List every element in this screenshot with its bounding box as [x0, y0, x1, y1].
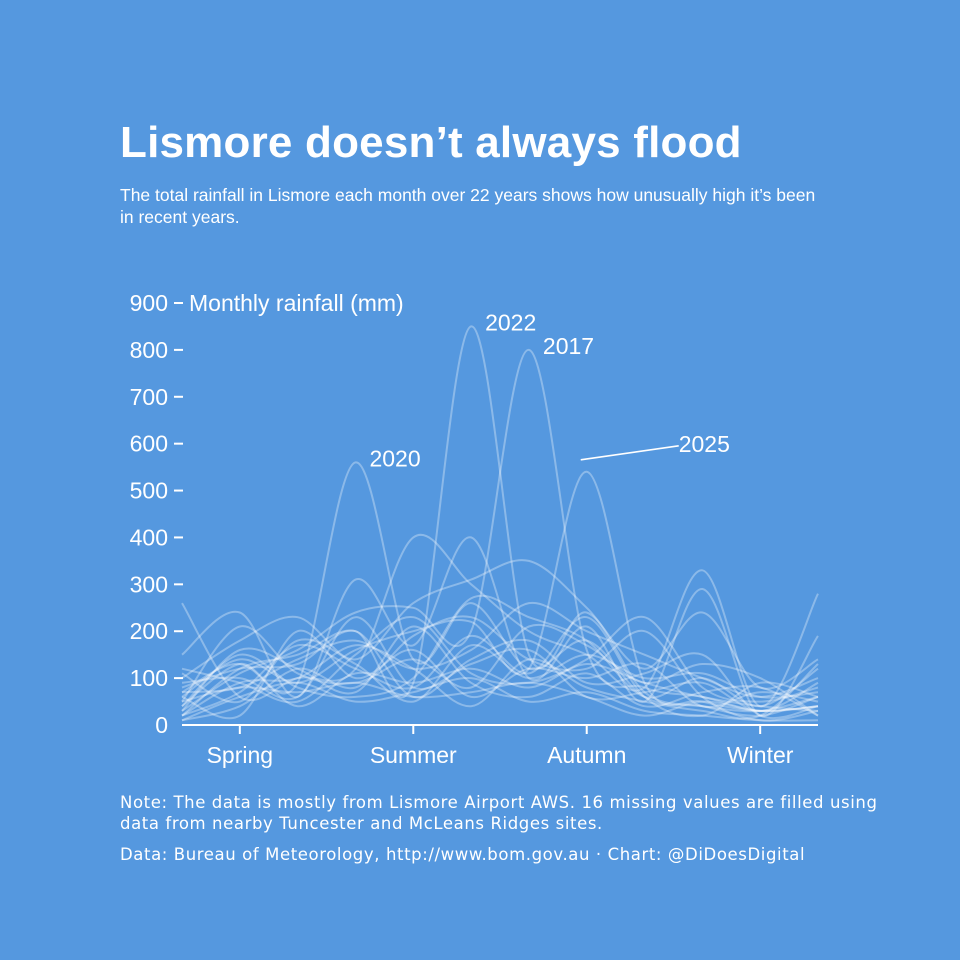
axes: 0 100 200 300 400 500 600 700 800 900 Monthly rain… — [130, 290, 818, 768]
chart-title: Lismore doesn’t always flood — [120, 118, 742, 167]
series-line-year-18 — [181, 638, 819, 704]
series-line-year-17 — [181, 625, 819, 717]
chart-subtitle: The total rainfall in Lismore each month… — [120, 185, 816, 227]
series-line-year-14 — [181, 594, 819, 708]
series-line-year-16 — [181, 616, 819, 712]
source-credit: Data: Bureau of Meteorology, http://www.… — [120, 845, 806, 864]
y-tick-label: 900 — [130, 290, 168, 316]
x-tick-label: Summer — [370, 742, 457, 768]
annotation-label-2025: 2025 — [679, 431, 730, 457]
annotation-label-2017: 2017 — [543, 333, 594, 359]
annotation-label-2020: 2020 — [369, 445, 420, 471]
footnote: Note: The data is mostly from Lismore Ai… — [120, 793, 878, 833]
series-line-2020 — [181, 461, 819, 713]
x-tick-label: Autumn — [547, 742, 626, 768]
series-line-year-22 — [181, 681, 819, 717]
series-line-2022 — [181, 325, 819, 717]
y-tick-label: 300 — [130, 571, 168, 597]
series-line-2025 — [181, 470, 819, 712]
annotation-label-2022: 2022 — [485, 309, 536, 335]
y-tick-label: 800 — [130, 337, 168, 363]
series-line-year-10 — [181, 623, 819, 717]
x-tick-label: Spring — [207, 742, 273, 768]
y-tick-label: 600 — [130, 431, 168, 457]
y-tick-label: 500 — [130, 478, 168, 504]
y-axis-label: Monthly rainfall (mm) — [189, 290, 404, 316]
series-line-year-9 — [181, 615, 819, 722]
series-line-year-13 — [181, 629, 819, 720]
series-line-year-20 — [181, 662, 819, 712]
x-tick-label: Winter — [727, 742, 794, 768]
rainfall-line-chart: 0 100 200 300 400 500 600 700 800 900 Monthly rain… — [130, 290, 819, 768]
y-tick-label: 400 — [130, 524, 168, 550]
y-tick-label: 700 — [130, 384, 168, 410]
series-line-year-7 — [181, 559, 819, 690]
series-line-2017 — [181, 348, 819, 713]
series-line-year-15 — [181, 629, 819, 720]
series-line-year-11 — [181, 616, 819, 718]
series-line-year-12 — [181, 615, 819, 704]
annotations: 2022 2017 2020 2025 — [369, 309, 729, 471]
series-lines — [181, 325, 819, 722]
y-tick-label: 0 — [155, 712, 168, 738]
series-line-year-19 — [181, 644, 819, 720]
series-line-year-5 — [181, 533, 819, 708]
annotation-leader-line — [580, 445, 679, 461]
series-line-year-6 — [181, 536, 819, 717]
y-tick-label: 100 — [130, 665, 168, 691]
series-line-year-21 — [181, 677, 819, 722]
series-line-year-8 — [181, 601, 819, 698]
y-tick-label: 200 — [130, 618, 168, 644]
